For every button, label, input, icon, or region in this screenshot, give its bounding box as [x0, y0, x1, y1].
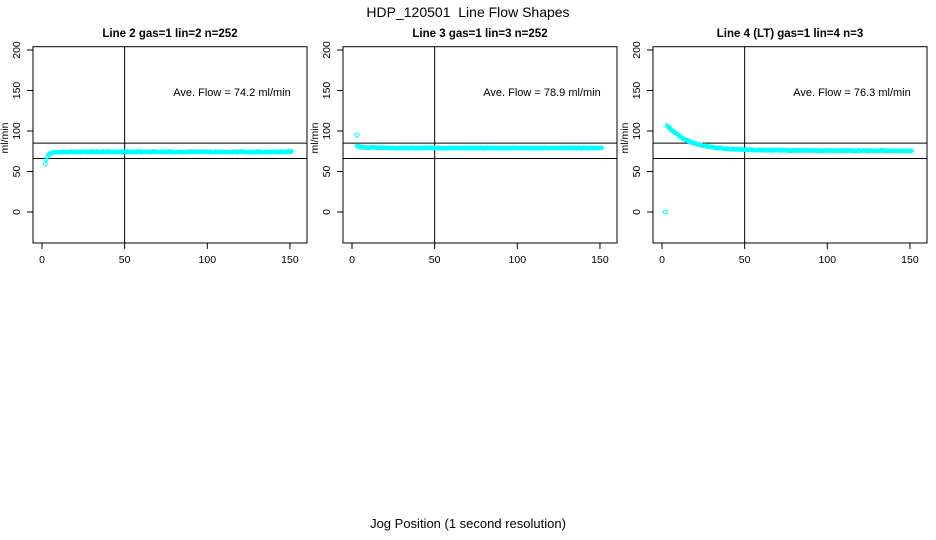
- reference-lines: [33, 46, 307, 243]
- outlier-point: [354, 132, 360, 138]
- plot-box: [342, 46, 618, 244]
- y-tick-label: 0: [631, 209, 643, 215]
- outlier-point: [662, 209, 668, 215]
- data-point: [599, 145, 604, 151]
- plot-panel-line2: Line 2 gas=1 lin=2 n=252 0 50 100 150 0 50 100 1…: [0, 0, 312, 272]
- data-points: [662, 123, 914, 215]
- plot-area-line3: Line 3 gas=1 lin=3 n=252 0 50 100 150 0 50 100 1…: [309, 28, 618, 266]
- panel-title: Line 3 gas=1 lin=3 n=252: [412, 28, 547, 40]
- y-tick-label: 200: [631, 41, 643, 59]
- y-tick-label: 150: [631, 82, 643, 100]
- y-axis-unit-label: ml/min: [310, 122, 321, 153]
- x-tick-label: 0: [349, 254, 355, 266]
- data-points: [354, 132, 604, 151]
- plot-area-line2: Line 2 gas=1 lin=2 n=252 0 50 100 150 0 50 100 1…: [0, 28, 308, 266]
- panel-title: Line 4 (LT) gas=1 lin=4 n=3: [717, 28, 863, 40]
- figure-title: HDP_120501 Line Flow Shapes: [366, 4, 570, 20]
- y-tick-label: 100: [631, 122, 643, 140]
- x-tick-label: 100: [199, 254, 217, 266]
- plot-box: [652, 46, 928, 244]
- x-tick-label: 150: [281, 254, 299, 266]
- ave-flow-annotation: Ave. Flow = 74.2 ml/min: [173, 87, 290, 99]
- y-axis-unit-label: ml/min: [0, 122, 11, 153]
- x-tick-label: 100: [509, 254, 527, 266]
- x-tick-label: 50: [429, 254, 441, 266]
- x-tick-label: 150: [901, 254, 919, 266]
- y-tick-label: 100: [321, 122, 333, 140]
- reference-lines: [343, 46, 617, 243]
- axes: 0 50 100 150 0 50 100 150 200: [321, 41, 609, 266]
- y-tick-label: 150: [321, 82, 333, 100]
- y-axis-unit-label: ml/min: [620, 122, 631, 153]
- panel-title: Line 2 gas=1 lin=2 n=252: [102, 28, 237, 40]
- plot-area-line4: Line 4 (LT) gas=1 lin=4 n=3 0 50 100 150 0 50 1…: [619, 28, 928, 266]
- y-tick-label: 150: [11, 82, 23, 100]
- outlier-point: [42, 161, 48, 167]
- x-tick-label: 100: [819, 254, 837, 266]
- y-tick-label: 50: [11, 166, 23, 178]
- plot-panel-line3: Line 3 gas=1 lin=3 n=252 0 50 100 150 0 50 100 1…: [309, 0, 622, 272]
- data-point: [909, 148, 914, 154]
- y-tick-label: 50: [631, 166, 643, 178]
- y-tick-label: 200: [321, 41, 333, 59]
- x-tick-label: 150: [591, 254, 609, 266]
- x-tick-label: 0: [659, 254, 665, 266]
- y-tick-label: 200: [11, 41, 23, 59]
- x-tick-label: 0: [39, 254, 45, 266]
- x-tick-label: 50: [119, 254, 131, 266]
- y-tick-label: 0: [11, 209, 23, 215]
- axes: 0 50 100 150 0 50 100 150 200: [11, 41, 299, 266]
- ave-flow-annotation: Ave. Flow = 78.9 ml/min: [483, 87, 600, 99]
- data-point: [289, 149, 294, 154]
- y-tick-label: 0: [321, 209, 333, 215]
- ave-flow-annotation: Ave. Flow = 76.3 ml/min: [793, 87, 910, 99]
- y-tick-label: 50: [321, 166, 333, 178]
- plot-box: [32, 46, 308, 244]
- data-points: [42, 149, 294, 167]
- plot-panel-line4: Line 4 (LT) gas=1 lin=4 n=3 0 50 100 150 0 50 1…: [619, 0, 932, 272]
- y-tick-label: 100: [11, 122, 23, 140]
- x-tick-label: 50: [739, 254, 751, 266]
- axes: 0 50 100 150 0 50 100 150 200: [631, 41, 919, 266]
- x-axis-label: Jog Position (1 second resolution): [370, 516, 566, 531]
